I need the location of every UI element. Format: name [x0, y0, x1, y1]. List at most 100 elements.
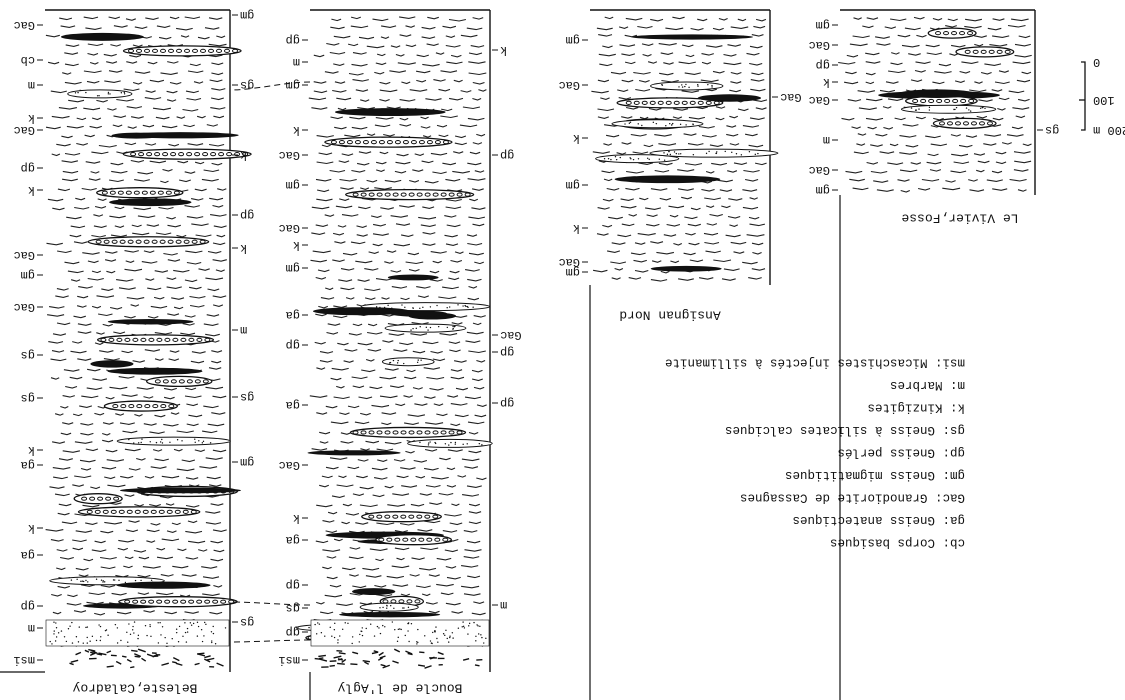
granodiorite-dot — [376, 430, 383, 435]
stipple — [351, 642, 353, 645]
stipple — [331, 635, 333, 637]
granodiorite-dot — [100, 337, 107, 342]
foliation — [334, 241, 483, 247]
stipple — [98, 624, 100, 626]
stipple — [400, 628, 402, 631]
foliation — [47, 61, 224, 67]
column-label: gm — [566, 178, 580, 192]
foliation — [602, 196, 758, 202]
msi-mark — [175, 662, 183, 666]
column-title: Le Vivier,Fosse — [901, 211, 1018, 226]
scale-label: 100 — [1093, 93, 1115, 107]
granodiorite-dot — [126, 509, 133, 514]
granodiorite-dot — [464, 192, 471, 197]
kinzigite-lens — [107, 318, 194, 325]
stipple — [420, 359, 422, 361]
stipple — [724, 150, 726, 153]
stipple — [386, 607, 388, 609]
granodiorite-dot — [972, 49, 979, 54]
stipple — [437, 325, 440, 328]
granodiorite-dot — [352, 192, 359, 197]
stipple — [457, 627, 460, 629]
stipple — [984, 107, 986, 110]
stipple — [390, 604, 392, 607]
granodiorite-dot — [928, 98, 935, 104]
stipple — [953, 108, 955, 111]
stipple — [910, 107, 913, 109]
stipple — [161, 442, 164, 444]
column-label: m — [28, 78, 35, 92]
granodiorite-dot — [199, 239, 206, 244]
granodiorite-dot — [946, 121, 953, 126]
granodiorite-dot — [156, 599, 163, 604]
granodiorite-dot — [164, 337, 171, 342]
granodiorite-dot — [183, 239, 190, 244]
stipple — [149, 624, 151, 626]
stipple — [648, 158, 650, 161]
msi-mark — [405, 650, 413, 655]
stipple — [361, 634, 364, 637]
stipple — [177, 641, 180, 643]
granodiorite-dot — [936, 98, 943, 104]
foliation — [316, 412, 487, 418]
stipple — [211, 640, 213, 642]
column-label: gs — [240, 615, 254, 629]
granodiorite-dot — [954, 121, 961, 126]
stipple — [175, 631, 178, 634]
correlation-line — [229, 601, 311, 606]
stipple — [359, 633, 361, 636]
stipple — [415, 327, 417, 330]
stipple — [450, 441, 452, 444]
granodiorite-dot — [191, 239, 198, 244]
msi-mark — [380, 663, 386, 667]
stipple — [466, 305, 469, 308]
granodiorite-dot — [938, 121, 945, 126]
foliation — [64, 259, 227, 265]
foliation — [70, 223, 227, 229]
granodiorite-dot — [442, 537, 449, 542]
stipple — [731, 151, 733, 154]
granodiorite-dot — [414, 599, 421, 604]
stipple — [361, 630, 363, 633]
stipple — [105, 629, 108, 631]
column-label: gp — [286, 338, 300, 352]
column-label: k — [823, 75, 830, 89]
granodiorite-dot — [960, 98, 967, 104]
granodiorite-dot — [165, 190, 172, 195]
stipple — [425, 326, 428, 329]
stipple — [452, 328, 454, 330]
stipple — [53, 621, 55, 623]
granodiorite-dot — [434, 537, 441, 542]
figure-body: Beleste,CaladroymsimgpgakgakgsgsGacgmGac… — [0, 8, 1125, 700]
msi-mark — [206, 657, 215, 661]
gneiss-lens — [381, 357, 435, 367]
stipple — [685, 83, 687, 86]
gneiss-lens — [611, 119, 704, 129]
stipple — [157, 622, 159, 624]
stipple — [98, 95, 100, 97]
kinzigite-lens — [122, 132, 239, 139]
stipple — [370, 623, 372, 625]
granodiorite-dot — [384, 430, 391, 435]
column-label: k — [573, 221, 580, 235]
granodiorite-dot — [144, 403, 151, 409]
stipple — [201, 442, 204, 444]
granodiorite-dot — [133, 190, 140, 195]
stipple — [314, 623, 316, 626]
stipple — [333, 636, 336, 639]
msi-mark — [89, 651, 97, 657]
foliation — [326, 42, 485, 49]
stipple — [481, 636, 483, 639]
msi-mark — [204, 655, 211, 659]
granodiorite-dot — [967, 31, 974, 36]
stipple — [358, 641, 360, 643]
granodiorite-dot — [188, 599, 195, 604]
granodiorite-lens — [345, 188, 475, 201]
granodiorite-dot — [160, 403, 167, 409]
foliation — [866, 160, 1032, 165]
foliation — [333, 61, 486, 67]
column-label: gs — [240, 78, 254, 92]
foliation — [60, 556, 224, 562]
foliation — [66, 214, 227, 220]
granodiorite-dot — [192, 48, 199, 53]
